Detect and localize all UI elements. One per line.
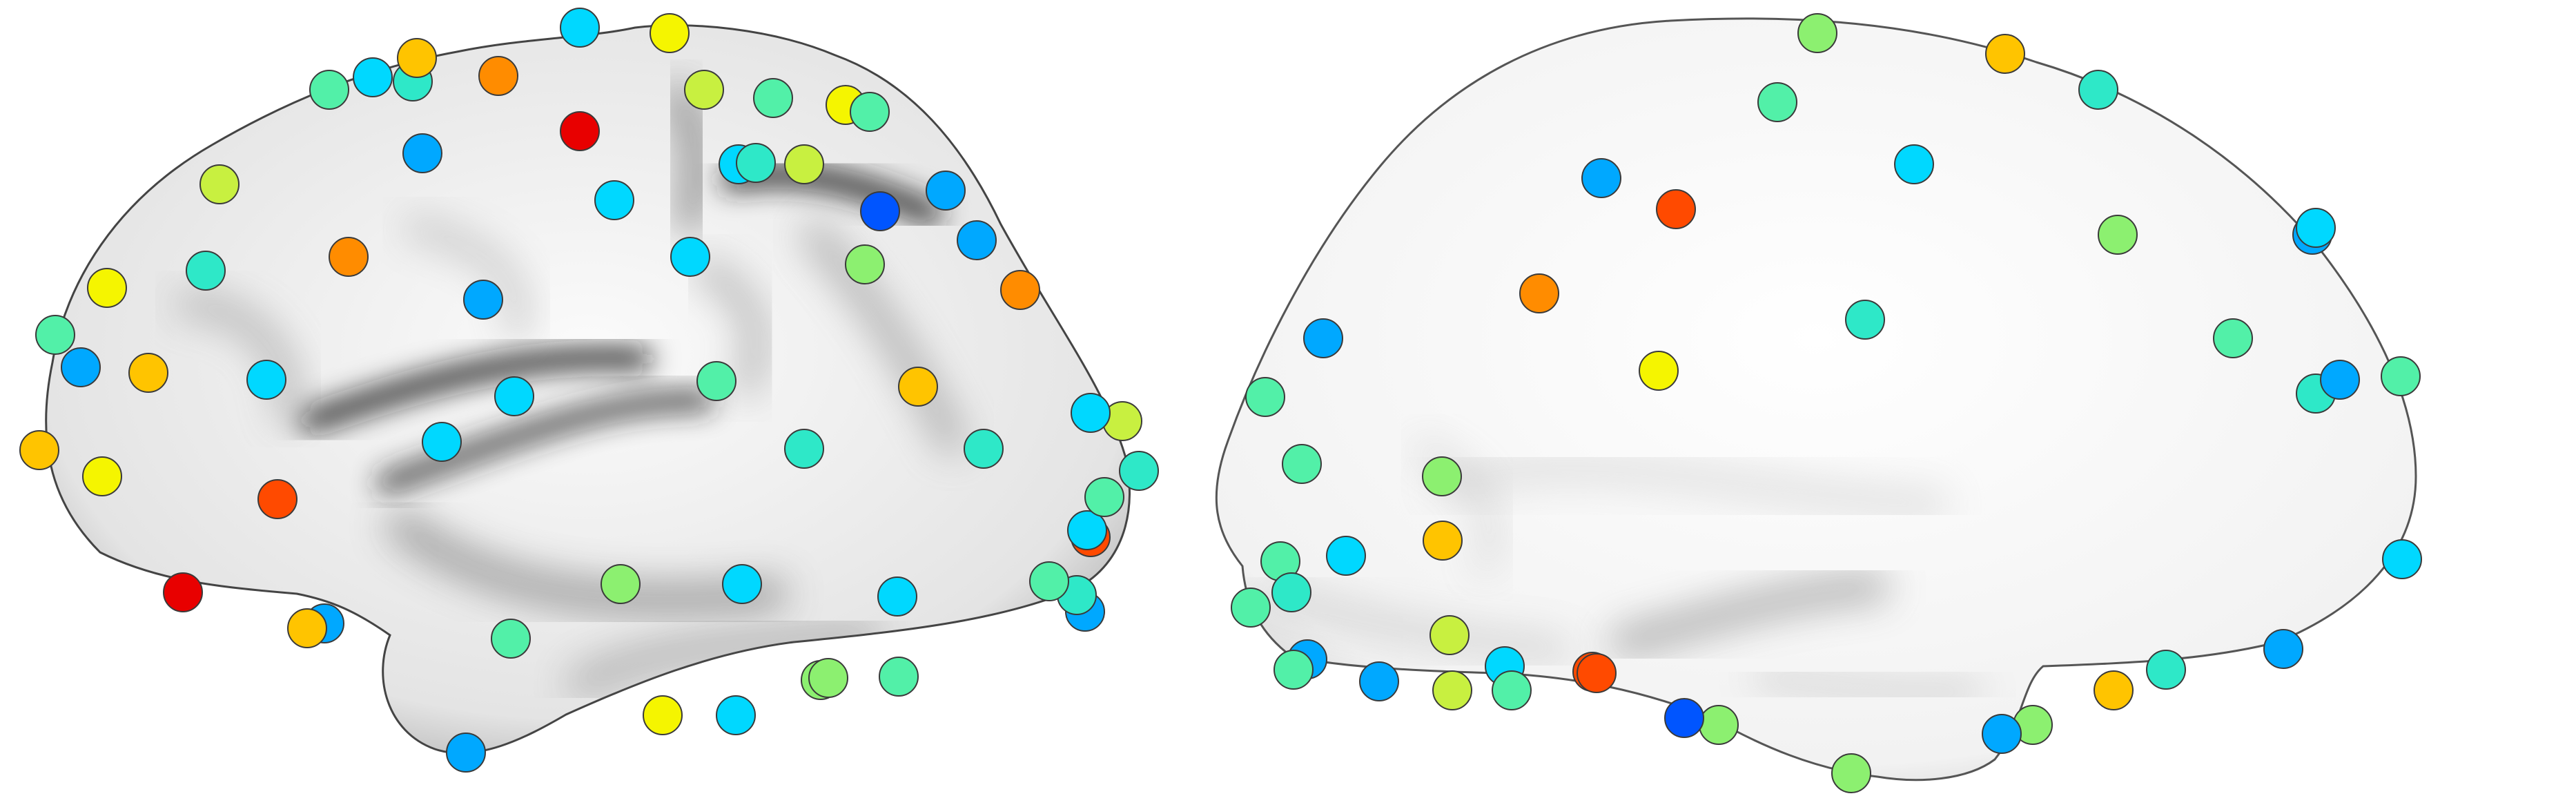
electrode-marker	[1067, 510, 1107, 550]
electrode-marker	[696, 361, 736, 401]
electrode-marker	[2320, 360, 2360, 400]
electrode-marker	[1282, 444, 1322, 484]
electrode-marker	[491, 619, 531, 659]
electrode-marker	[898, 367, 938, 407]
electrode-marker	[422, 422, 462, 462]
electrode-marker	[2098, 215, 2138, 255]
electrode-marker	[1845, 300, 1885, 340]
electrode-marker	[1519, 273, 1559, 313]
electrode-marker	[1982, 714, 2022, 754]
electrode-marker	[1430, 615, 1470, 655]
electrode-marker	[82, 456, 122, 496]
electrode-marker	[329, 237, 369, 277]
electrode-marker	[163, 572, 203, 612]
electrode-marker	[1699, 705, 1739, 745]
electrode-marker	[463, 280, 503, 320]
electrode-marker	[2296, 208, 2336, 248]
electrode-marker	[1359, 661, 1399, 701]
electrode-marker	[594, 180, 634, 220]
electrode-marker	[2094, 670, 2134, 710]
electrode-marker	[2263, 629, 2303, 669]
electrode-marker	[257, 479, 297, 519]
electrode-marker	[61, 347, 101, 387]
electrode-marker	[670, 237, 710, 277]
electrode-marker	[1422, 456, 1462, 496]
electrode-marker	[808, 658, 848, 698]
electrode-marker	[2146, 650, 2186, 690]
electrode-marker	[1664, 698, 1704, 738]
electrode-marker	[402, 133, 442, 173]
left-brain-sulci-shading	[175, 84, 965, 696]
electrode-marker	[1119, 451, 1159, 491]
electrode-marker	[478, 56, 518, 96]
electrode-marker	[877, 576, 917, 617]
electrode-marker	[1245, 377, 1285, 417]
electrode-marker	[1029, 561, 1069, 601]
electrode-marker	[716, 695, 756, 735]
electrode-marker	[1000, 270, 1040, 310]
electrode-marker	[87, 268, 127, 308]
electrode-marker	[1071, 393, 1111, 433]
left-brain-surface	[45, 24, 1131, 755]
electrode-marker	[353, 57, 393, 97]
electrode-marker	[1894, 144, 1934, 184]
electrode-marker	[784, 144, 824, 184]
electrode-marker	[35, 315, 75, 355]
electrode-marker	[1432, 670, 1472, 710]
electrode-marker	[560, 111, 600, 151]
right-brain-surface	[1215, 17, 2417, 782]
electrode-marker	[1985, 34, 2025, 74]
electrode-marker	[2213, 318, 2253, 358]
electrode-marker	[186, 251, 226, 291]
left-hemisphere-lateral-view	[45, 24, 1131, 755]
electrode-marker	[1303, 318, 1343, 358]
left-electrode-markers	[19, 8, 1159, 773]
electrode-marker	[784, 429, 824, 469]
electrode-marker	[601, 564, 641, 604]
electrode-marker	[309, 70, 349, 110]
electrode-marker	[879, 657, 919, 697]
electrode-marker	[1492, 670, 1532, 710]
right-hemisphere-medial-view	[1215, 17, 2417, 782]
electrode-marker	[736, 143, 776, 183]
electrode-marker	[397, 38, 437, 78]
electrode-marker	[2078, 70, 2118, 110]
right-electrode-markers	[1231, 13, 2422, 793]
electrode-marker	[1326, 536, 1366, 576]
electrode-marker	[1757, 82, 1797, 122]
electrode-marker	[494, 376, 534, 416]
electrode-marker	[246, 360, 286, 400]
electrode-marker	[128, 353, 168, 393]
electrode-marker	[287, 608, 327, 648]
electrode-marker	[650, 13, 690, 53]
electrode-marker	[2381, 356, 2421, 396]
electrode-marker	[2382, 539, 2422, 579]
electrode-marker	[1831, 753, 1871, 793]
electrode-marker	[964, 429, 1004, 469]
electrode-marker	[1797, 13, 1837, 53]
electrode-marker	[1271, 572, 1311, 612]
electrode-marker	[643, 695, 683, 735]
electrode-marker	[19, 430, 59, 470]
electrode-marker	[1656, 189, 1696, 229]
electrode-marker	[860, 191, 900, 231]
electrode-marker	[446, 733, 486, 773]
electrode-marker	[1577, 653, 1617, 693]
electrode-marker	[722, 564, 762, 604]
electrode-marker	[753, 78, 793, 118]
electrode-marker	[1084, 477, 1124, 517]
electrode-marker	[1423, 521, 1463, 561]
electrode-marker	[850, 92, 890, 132]
electrode-marker	[957, 220, 997, 260]
electrode-marker	[199, 164, 240, 204]
electrode-marker	[1581, 158, 1621, 198]
electrode-marker	[845, 244, 885, 284]
electrode-marker	[926, 171, 966, 211]
electrode-marker	[1274, 650, 1314, 690]
electrode-marker	[1231, 588, 1271, 628]
electrode-marker	[1639, 351, 1679, 391]
electrode-marker	[684, 70, 724, 110]
electrode-marker	[560, 8, 600, 48]
